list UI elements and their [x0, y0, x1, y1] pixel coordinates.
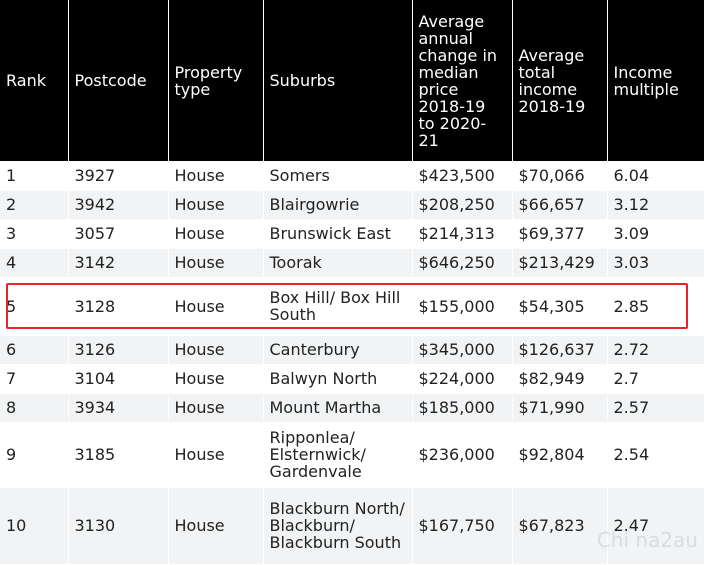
table-row: 1 3927 House Somers $423,500 $70,066 6.04 [0, 161, 704, 191]
cell-rank: 3 [0, 219, 69, 249]
header-row: Rank Postcode Property type Suburbs Average … [0, 0, 704, 161]
cell-postcode: 3185 [68, 422, 169, 488]
cell-property-type: House [168, 219, 264, 249]
column-header-avg-total-income: Average total income 2018-19 [512, 0, 608, 161]
cell-income-multiple: 2.85 [607, 277, 704, 336]
cell-rank: 7 [0, 364, 69, 394]
cell-property-type: House [168, 422, 264, 488]
cell-income-multiple: 2.54 [607, 422, 704, 488]
cell-avg-annual-change: $155,000 [412, 277, 513, 336]
cell-rank: 10 [0, 487, 69, 565]
cell-avg-total-income: $213,429 [512, 248, 608, 278]
cell-avg-total-income: $126,637 [512, 335, 608, 365]
column-header-income-multiple: Income multiple [607, 0, 704, 161]
cell-avg-annual-change: $208,250 [412, 190, 513, 220]
cell-suburbs: Box Hill/ Box Hill South [263, 277, 413, 336]
cell-suburbs: Somers [263, 161, 413, 191]
cell-rank: 4 [0, 248, 69, 278]
cell-rank: 5 [0, 277, 69, 336]
table-row: 9 3185 House Ripponlea/ Elsternwick/ Garden… [0, 422, 704, 488]
table-row: 8 3934 House Mount Martha $185,000 $71,990 2.5… [0, 393, 704, 423]
cell-income-multiple: 3.09 [607, 219, 704, 249]
cell-avg-total-income: $70,066 [512, 161, 608, 191]
cell-property-type: House [168, 277, 264, 336]
table-row: 3 3057 House Brunswick East $214,313 $69,377 3… [0, 219, 704, 249]
cell-income-multiple: 2.47 [607, 487, 704, 565]
cell-avg-total-income: $67,823 [512, 487, 608, 565]
cell-postcode: 3934 [68, 393, 169, 423]
table-row: 10 3130 House Blackburn North/ Blackburn/ B… [0, 487, 704, 565]
table-row: 4 3142 House Toorak $646,250 $213,429 3.03 [0, 248, 704, 278]
cell-rank: 1 [0, 161, 69, 191]
cell-avg-annual-change: $214,313 [412, 219, 513, 249]
cell-property-type: House [168, 487, 264, 565]
cell-suburbs: Blackburn North/ Blackburn/ Blackburn So… [263, 487, 413, 565]
column-header-avg-annual-change: Average annual change in median price 20… [412, 0, 513, 161]
cell-rank: 9 [0, 422, 69, 488]
cell-suburbs: Ripponlea/ Elsternwick/ Gardenvale [263, 422, 413, 488]
table-header: Rank Postcode Property type Suburbs Average … [0, 0, 704, 161]
cell-avg-annual-change: $423,500 [412, 161, 513, 191]
cell-avg-annual-change: $236,000 [412, 422, 513, 488]
cell-avg-total-income: $54,305 [512, 277, 608, 336]
cell-income-multiple: 2.7 [607, 364, 704, 394]
cell-avg-annual-change: $224,000 [412, 364, 513, 394]
cell-property-type: House [168, 248, 264, 278]
cell-postcode: 3057 [68, 219, 169, 249]
table-row: 5 3128 House Box Hill/ Box Hill South $155,0… [0, 277, 704, 336]
cell-property-type: House [168, 161, 264, 191]
column-header-suburbs: Suburbs [263, 0, 413, 161]
cell-property-type: House [168, 335, 264, 365]
cell-avg-annual-change: $646,250 [412, 248, 513, 278]
cell-avg-total-income: $69,377 [512, 219, 608, 249]
cell-income-multiple: 3.03 [607, 248, 704, 278]
cell-income-multiple: 2.57 [607, 393, 704, 423]
cell-avg-total-income: $71,990 [512, 393, 608, 423]
cell-suburbs: Toorak [263, 248, 413, 278]
cell-suburbs: Canterbury [263, 335, 413, 365]
cell-rank: 2 [0, 190, 69, 220]
cell-avg-annual-change: $185,000 [412, 393, 513, 423]
column-header-rank: Rank [0, 0, 69, 161]
cell-income-multiple: 2.72 [607, 335, 704, 365]
cell-postcode: 3927 [68, 161, 169, 191]
cell-suburbs: Balwyn North [263, 364, 413, 394]
cell-avg-total-income: $66,657 [512, 190, 608, 220]
cell-postcode: 3142 [68, 248, 169, 278]
cell-avg-annual-change: $167,750 [412, 487, 513, 565]
cell-postcode: 3130 [68, 487, 169, 565]
cell-rank: 8 [0, 393, 69, 423]
cell-property-type: House [168, 190, 264, 220]
cell-postcode: 3104 [68, 364, 169, 394]
cell-property-type: House [168, 393, 264, 423]
cell-postcode: 3942 [68, 190, 169, 220]
column-header-property-type: Property type [168, 0, 264, 161]
cell-suburbs: Brunswick East [263, 219, 413, 249]
cell-postcode: 3126 [68, 335, 169, 365]
table-row: 6 3126 House Canterbury $345,000 $126,637 2.72 [0, 335, 704, 365]
table-row: 7 3104 House Balwyn North $224,000 $82,949 2.7 [0, 364, 704, 394]
cell-income-multiple: 3.12 [607, 190, 704, 220]
watermark: Chi na2au [596, 528, 698, 552]
cell-avg-annual-change: $345,000 [412, 335, 513, 365]
cell-avg-total-income: $82,949 [512, 364, 608, 394]
cell-rank: 6 [0, 335, 69, 365]
column-header-postcode: Postcode [68, 0, 169, 161]
cell-suburbs: Mount Martha [263, 393, 413, 423]
cell-postcode: 3128 [68, 277, 169, 336]
table-row: 2 3942 House Blairgowrie $208,250 $66,657 3.12 [0, 190, 704, 220]
cell-income-multiple: 6.04 [607, 161, 704, 191]
cell-avg-total-income: $92,804 [512, 422, 608, 488]
cell-suburbs: Blairgowrie [263, 190, 413, 220]
cell-property-type: House [168, 364, 264, 394]
table-body: 1 3927 House Somers $423,500 $70,066 6.04 2 3942… [0, 161, 704, 565]
